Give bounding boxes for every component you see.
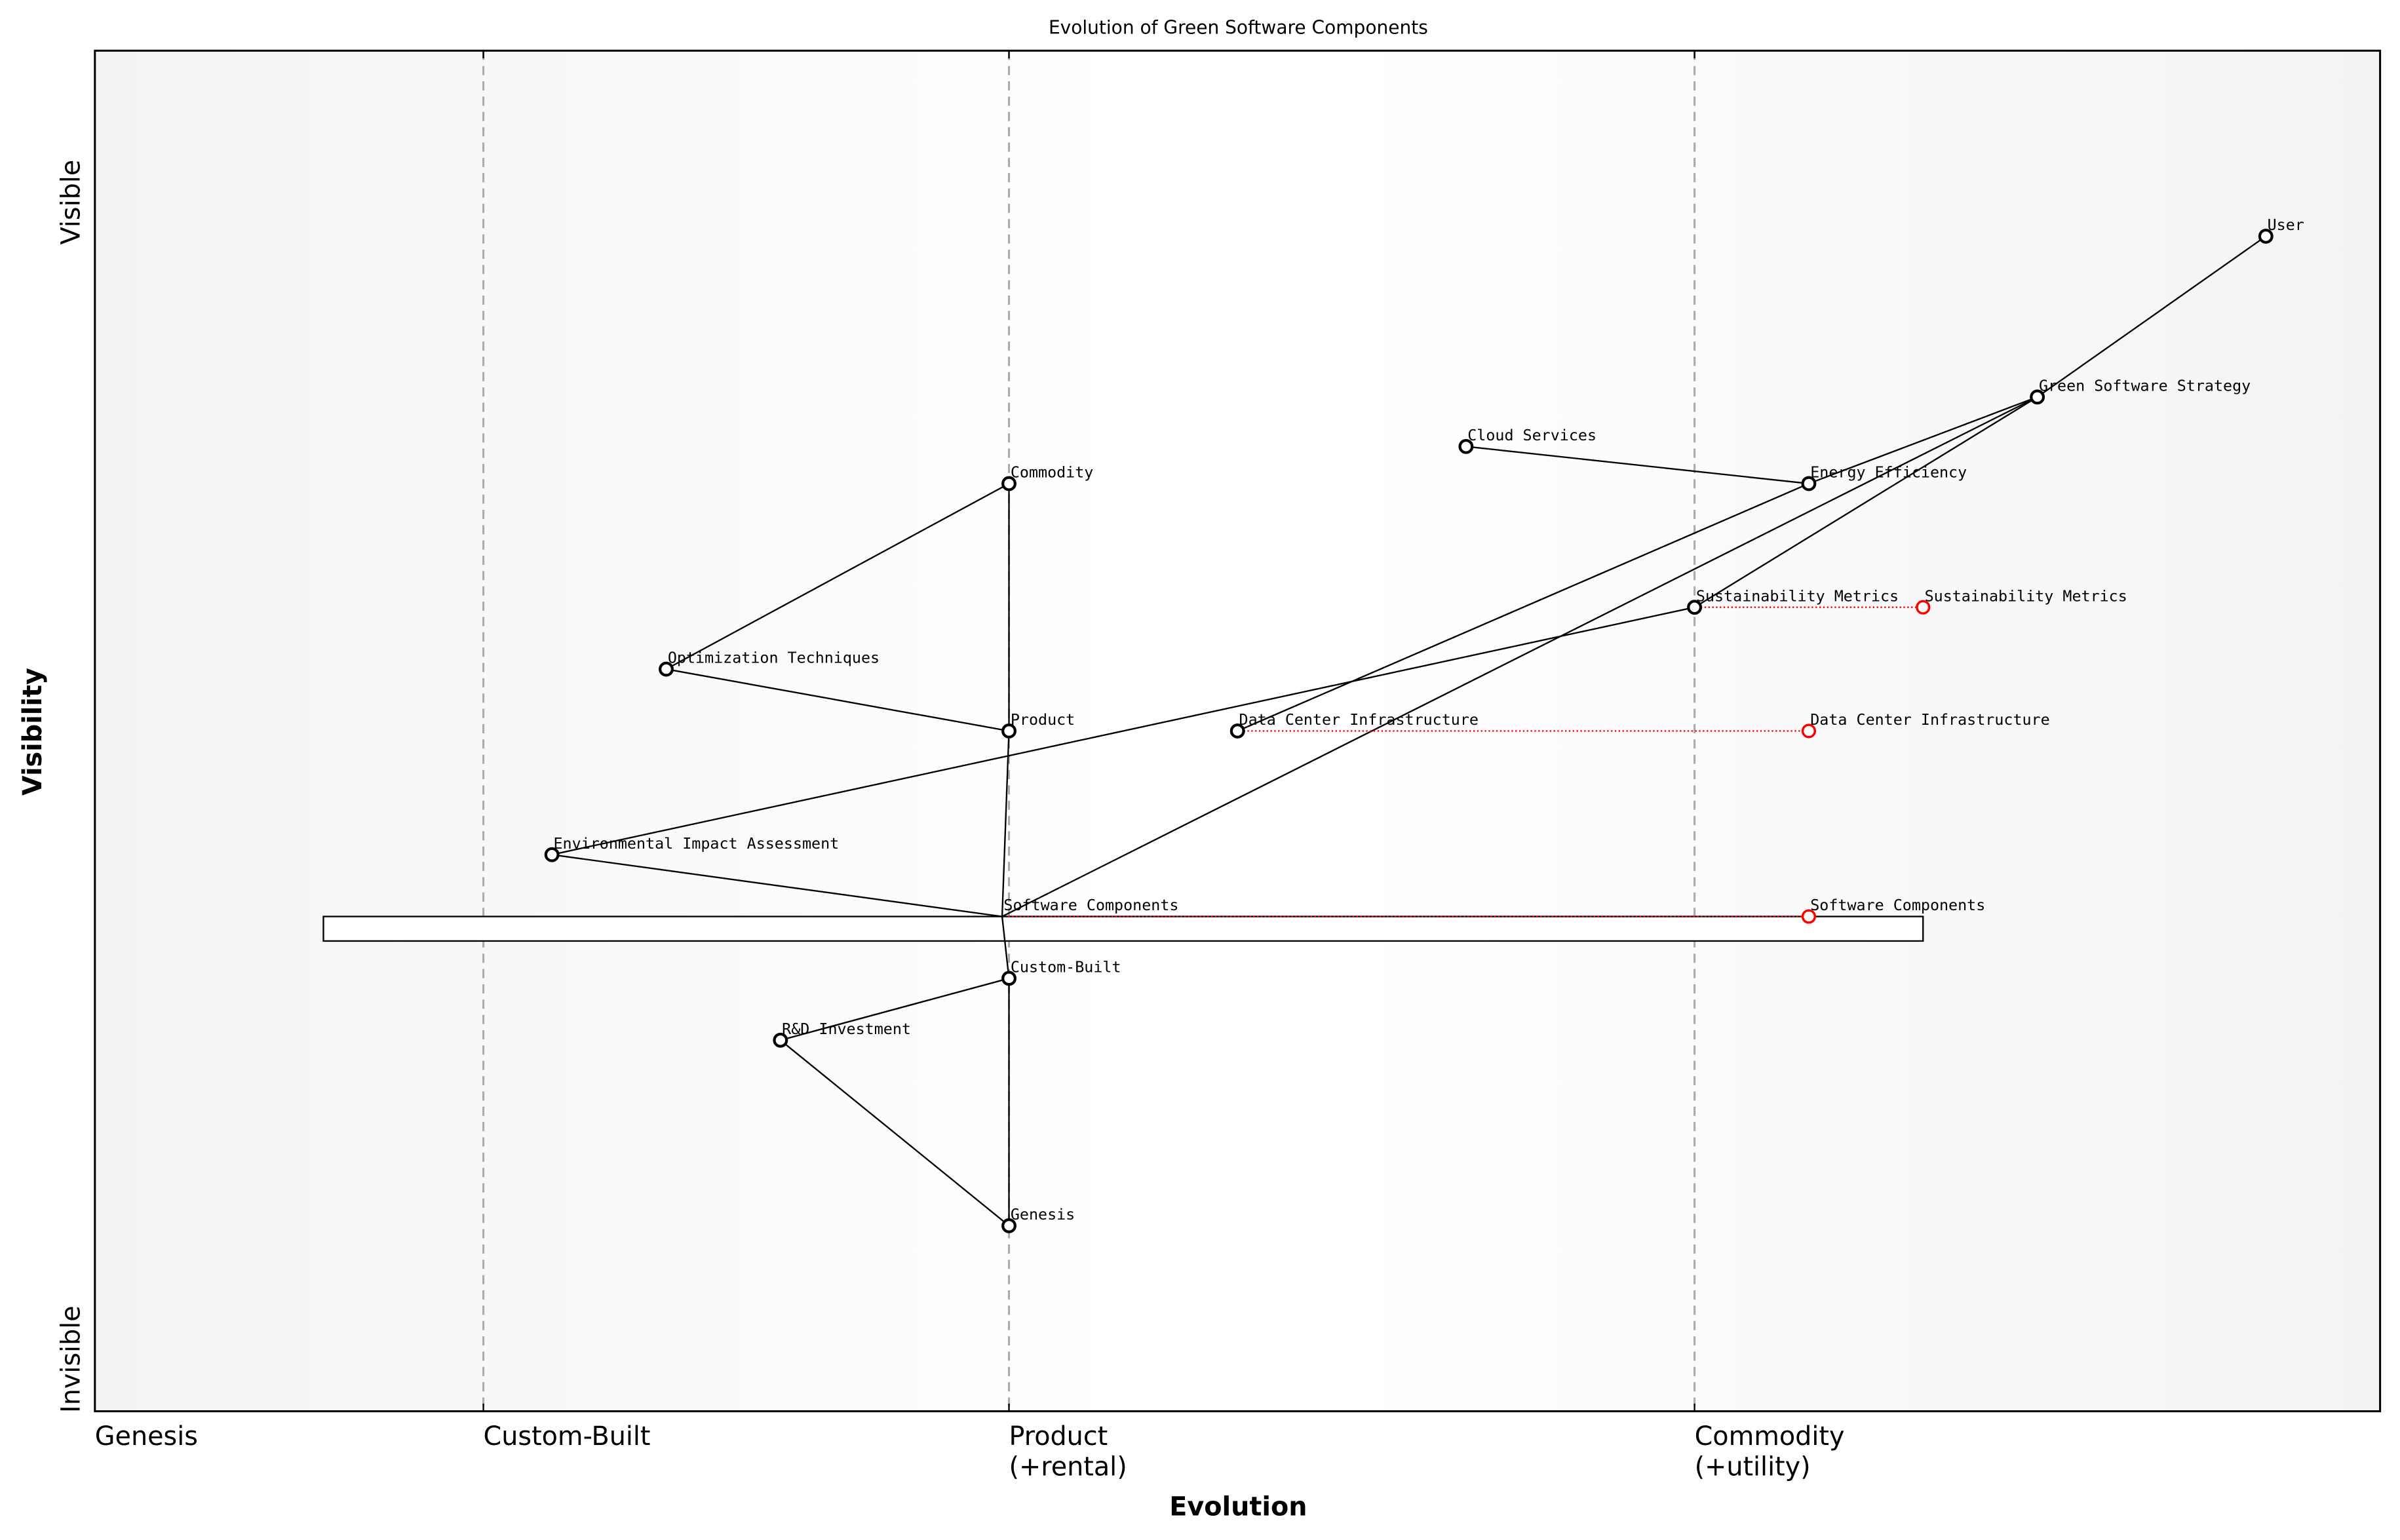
evolved-component-label: Software Components: [1810, 896, 1985, 914]
stage-label: Product: [1009, 1421, 1108, 1452]
evolved-component-marker: [1801, 909, 1817, 924]
component-marker: [1229, 723, 1245, 739]
dependency-link: [666, 668, 1009, 732]
dependency-link: [551, 606, 1695, 856]
x-axis-label: Evolution: [1169, 1492, 1307, 1522]
stage-sublabel: (+rental): [1009, 1452, 1127, 1482]
y-axis-label: Visibility: [18, 668, 48, 796]
component-label: Sustainability Metrics: [1696, 587, 1899, 605]
component-label: Energy Efficiency: [1810, 463, 1967, 482]
component-label: User: [2268, 216, 2304, 234]
component-label: R&D Investment: [782, 1020, 911, 1038]
component-label: Genesis: [1011, 1205, 1075, 1223]
component-label: Product: [1011, 710, 1075, 729]
component-marker: [1001, 476, 1016, 491]
component-label: Cloud Services: [1467, 426, 1597, 444]
map-title: Evolution of Green Software Components: [1049, 17, 1428, 39]
dependency-link: [2036, 235, 2266, 398]
dependency-link: [1808, 396, 2038, 485]
dependency-link: [780, 1039, 1010, 1227]
component-marker: [1001, 723, 1016, 739]
evolved-component-label: Sustainability Metrics: [1925, 587, 2127, 605]
component-marker: [1001, 1218, 1016, 1233]
component-marker: [773, 1032, 788, 1048]
stage-label: Genesis: [95, 1421, 198, 1452]
plot-frame: [94, 49, 2382, 1413]
stage-label: Commodity: [1695, 1421, 1845, 1452]
component-label: Custom-Built: [1011, 958, 1121, 976]
dependency-link: [1001, 396, 2038, 917]
dependency-link: [665, 482, 1010, 670]
dependency-link: [1465, 446, 1810, 485]
evolved-component-marker: [1916, 600, 1931, 615]
component-marker: [659, 661, 674, 677]
evolved-component-label: Data Center Infrastructure: [1810, 710, 2049, 729]
dependency-link: [780, 977, 1009, 1041]
y-bottom-label: Invisible: [56, 1305, 86, 1413]
component-marker: [2030, 389, 2045, 405]
evolved-component-marker: [1801, 723, 1817, 739]
component-label: Optimization Techniques: [668, 649, 880, 667]
dependency-link: [1694, 396, 2038, 608]
pipeline-box: [322, 915, 1924, 942]
component-marker: [1001, 971, 1016, 986]
component-label: Software Components: [1003, 896, 1178, 914]
component-label: Environmental Impact Assessment: [554, 834, 840, 853]
dependency-link: [1001, 731, 1010, 917]
component-label: Green Software Strategy: [2039, 376, 2251, 395]
component-marker: [1687, 600, 1703, 615]
component-marker: [1801, 476, 1817, 491]
y-top-label: Visible: [56, 160, 86, 245]
dependency-link: [1001, 916, 1010, 979]
dependency-link: [552, 854, 1003, 917]
component-marker: [2258, 229, 2274, 244]
dependency-link: [1237, 482, 1810, 732]
component-label: Commodity: [1011, 463, 1093, 482]
stage-sublabel: (+utility): [1695, 1452, 1811, 1482]
stage-label: Custom-Built: [484, 1421, 651, 1452]
component-marker: [544, 847, 560, 862]
component-label: Data Center Infrastructure: [1239, 710, 1479, 729]
component-marker: [1458, 438, 1474, 454]
